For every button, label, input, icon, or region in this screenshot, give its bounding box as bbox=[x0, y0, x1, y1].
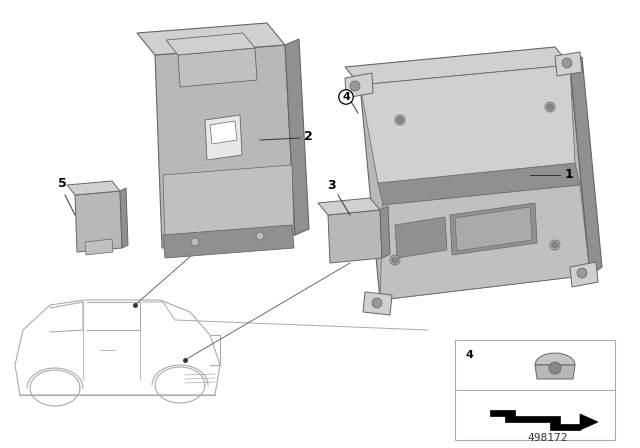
Polygon shape bbox=[570, 57, 602, 275]
Polygon shape bbox=[205, 115, 242, 160]
Circle shape bbox=[577, 268, 587, 278]
Text: 498172: 498172 bbox=[528, 433, 568, 443]
Text: 5: 5 bbox=[58, 177, 67, 190]
Polygon shape bbox=[363, 292, 392, 315]
Polygon shape bbox=[120, 188, 128, 248]
Text: 4: 4 bbox=[342, 92, 350, 102]
Polygon shape bbox=[345, 47, 570, 85]
Polygon shape bbox=[380, 185, 590, 300]
Polygon shape bbox=[166, 33, 255, 55]
Polygon shape bbox=[380, 206, 390, 258]
Circle shape bbox=[256, 232, 264, 240]
Text: 4: 4 bbox=[465, 350, 473, 360]
Circle shape bbox=[397, 117, 403, 123]
Polygon shape bbox=[535, 353, 575, 365]
Polygon shape bbox=[490, 410, 580, 430]
Polygon shape bbox=[555, 52, 582, 76]
Circle shape bbox=[392, 257, 398, 263]
Polygon shape bbox=[163, 165, 294, 246]
Polygon shape bbox=[178, 48, 257, 87]
Circle shape bbox=[562, 58, 572, 68]
Circle shape bbox=[547, 104, 553, 110]
Circle shape bbox=[552, 242, 558, 248]
Polygon shape bbox=[210, 121, 237, 144]
Polygon shape bbox=[378, 163, 580, 205]
Polygon shape bbox=[455, 207, 532, 251]
Circle shape bbox=[191, 238, 199, 246]
Bar bbox=[455, 340, 615, 440]
Circle shape bbox=[390, 255, 400, 265]
Text: 3: 3 bbox=[328, 179, 336, 192]
Polygon shape bbox=[360, 65, 575, 183]
Polygon shape bbox=[345, 73, 373, 98]
Polygon shape bbox=[67, 181, 120, 195]
Polygon shape bbox=[137, 23, 285, 55]
Circle shape bbox=[545, 102, 555, 112]
Polygon shape bbox=[85, 239, 113, 255]
Polygon shape bbox=[395, 217, 447, 258]
Polygon shape bbox=[580, 414, 598, 430]
Circle shape bbox=[350, 81, 360, 91]
Circle shape bbox=[549, 362, 561, 374]
Circle shape bbox=[550, 240, 560, 250]
Polygon shape bbox=[360, 65, 590, 300]
Polygon shape bbox=[328, 210, 382, 263]
Text: 1: 1 bbox=[565, 168, 573, 181]
Polygon shape bbox=[285, 39, 309, 235]
Polygon shape bbox=[535, 365, 575, 379]
Polygon shape bbox=[155, 45, 295, 248]
Polygon shape bbox=[570, 262, 598, 287]
Circle shape bbox=[395, 115, 405, 125]
Polygon shape bbox=[75, 191, 122, 252]
Polygon shape bbox=[318, 198, 380, 215]
Circle shape bbox=[372, 298, 382, 308]
Polygon shape bbox=[450, 203, 537, 255]
Polygon shape bbox=[163, 225, 294, 258]
Text: 2: 2 bbox=[304, 130, 313, 143]
